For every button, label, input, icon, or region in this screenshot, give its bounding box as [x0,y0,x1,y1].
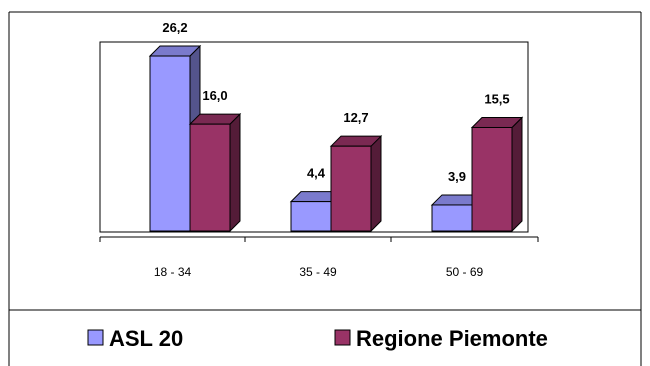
bar-front-face [471,126,513,232]
bar-front-face [149,55,191,232]
bar-front-face [290,201,332,232]
legend-label: ASL 20 [109,326,183,351]
bar-side-face [511,116,523,233]
bar-front-face [431,204,473,232]
x-tick-label: 50 - 69 [446,265,484,279]
bar-front-face [330,145,372,232]
bar-front-face [189,123,231,232]
x-tick-label: 18 - 34 [154,265,192,279]
value-label: 4,4 [307,166,326,181]
bar-side-face [229,112,241,233]
value-label: 26,2 [162,20,187,35]
bar-regione-1 [188,112,242,233]
x-axis-tick-labels: 18 - 34 35 - 49 50 - 69 [154,265,484,279]
legend-box [8,309,642,366]
value-labels-group: 26,2 16,0 4,4 12,7 3,9 15,5 [162,20,509,184]
bars-group [148,44,524,233]
bar-regione-2 [329,134,383,233]
legend-swatch [87,329,104,346]
x-tick-label: 35 - 49 [299,265,337,279]
value-label: 3,9 [448,169,466,184]
legend-label: Regione Piemonte [356,326,548,351]
value-label: 16,0 [202,88,227,103]
legend: ASL 20 Regione Piemonte [87,326,548,351]
bar-side-face [370,134,382,233]
value-label: 15,5 [484,91,509,106]
value-label: 12,7 [343,110,368,125]
x-axis-ticks [99,237,539,242]
bar-regione-3 [470,116,524,233]
plot-area-frame [99,41,529,233]
legend-swatch [334,329,351,346]
